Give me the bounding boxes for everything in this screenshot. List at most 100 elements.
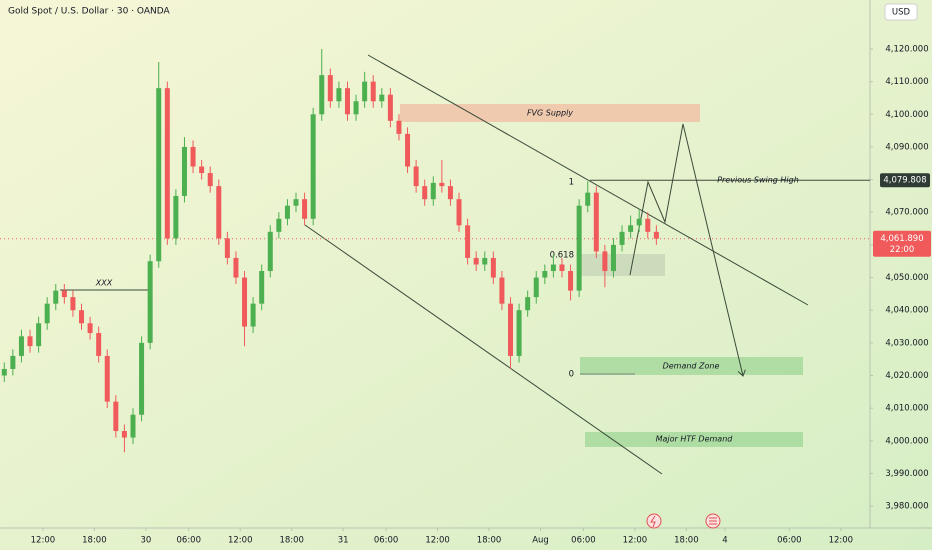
candle-body — [113, 401, 119, 432]
candle-body — [44, 303, 50, 324]
y-tick-label: 3,990.000 — [885, 469, 928, 479]
event-icon[interactable] — [646, 513, 662, 529]
candle-body — [550, 264, 556, 272]
candle-body — [310, 114, 316, 219]
currency-box[interactable] — [884, 3, 918, 21]
candle-body — [70, 297, 76, 311]
y-tick-label: 4,000.000 — [885, 436, 928, 446]
channel-lower — [304, 224, 663, 475]
x-tick-label: 12:00 — [31, 536, 56, 546]
x-tick-label: Aug — [532, 536, 549, 546]
candle-body — [147, 261, 153, 343]
x-tick-label: 31 — [338, 536, 349, 546]
candle-body — [430, 182, 436, 200]
candle-body — [53, 290, 59, 304]
y-tick-label: 4,020.000 — [885, 371, 928, 381]
candle-body — [362, 81, 368, 102]
y-tick-label: 4,120.000 — [885, 44, 928, 54]
event-icon-bolt — [650, 515, 656, 528]
candle-body — [259, 271, 265, 304]
candle-body — [456, 199, 462, 226]
x-tick-label: 18:00 — [477, 536, 502, 546]
candle-body — [250, 303, 256, 327]
candle-body — [508, 303, 514, 356]
candle-body — [628, 225, 634, 232]
candle-body — [585, 192, 591, 206]
x-tick-label: 12:00 — [228, 536, 253, 546]
candle-body — [18, 336, 24, 356]
candle-body — [27, 336, 33, 347]
candle-body — [216, 186, 222, 239]
candle-body — [568, 271, 574, 291]
candle-body — [242, 277, 248, 327]
candle-body — [542, 271, 548, 278]
candle-body — [490, 257, 496, 278]
chart-title: Gold Spot / U.S. Dollar · 30 · OANDA — [8, 7, 171, 17]
candle-body — [482, 257, 488, 265]
candle-body — [319, 75, 325, 115]
candle-body — [336, 88, 342, 102]
candle-body — [636, 218, 642, 226]
zone-label: Major HTF Demand — [656, 435, 734, 444]
candle-body — [499, 277, 505, 304]
candle-body — [619, 231, 625, 245]
plot-area: 3,980.000 3,990.000 4,000.000 4,010.000 4,02… — [0, 44, 929, 546]
candle-body — [1, 368, 7, 376]
candle-body — [533, 277, 539, 298]
swing-high-box — [880, 173, 930, 188]
candle-body — [181, 146, 187, 196]
swing-high-price: 4,079.808 — [883, 176, 926, 186]
projection-path — [629, 123, 743, 376]
zone-label: FVG Supply — [527, 109, 573, 118]
candle-body — [413, 166, 419, 187]
candle-body — [173, 195, 179, 239]
candle-body — [276, 218, 282, 232]
candle-body — [293, 199, 299, 206]
candle-body — [267, 231, 273, 272]
y-tick-label: 4,030.000 — [885, 338, 928, 348]
candle-body — [370, 81, 376, 102]
x-tick-label: 06:00 — [177, 536, 202, 546]
candle-body — [130, 414, 136, 438]
candle-body — [156, 88, 162, 262]
candle-body — [199, 166, 205, 174]
candle-body — [302, 199, 308, 219]
candle-body — [344, 88, 350, 115]
candle-body — [284, 205, 290, 219]
candle-body — [422, 186, 428, 200]
candle-body — [224, 238, 230, 258]
currency: USD — [892, 8, 911, 18]
candle-body — [207, 173, 213, 187]
candle-body — [79, 310, 85, 324]
y-tick-label: 3,980.000 — [885, 502, 928, 512]
candle-body — [473, 257, 479, 265]
candle-body — [559, 264, 565, 272]
candle-body — [387, 94, 393, 121]
x-tick-label: 06:00 — [374, 536, 399, 546]
x-tick-label: 12:00 — [623, 536, 648, 546]
countdown-label: 22:00 — [890, 245, 915, 255]
candle-body — [653, 231, 659, 239]
candle-body — [405, 133, 411, 167]
x-tick-label: 18:00 — [82, 536, 107, 546]
candle-body — [379, 94, 385, 102]
x-tick-label: 18:00 — [674, 536, 699, 546]
x-tick-label: 12:00 — [829, 536, 854, 546]
candle-body — [96, 333, 102, 356]
fib-zone — [580, 254, 665, 276]
y-tick-label: 4,010.000 — [885, 404, 928, 414]
candle-body — [87, 323, 93, 334]
candle-body — [576, 205, 582, 291]
x-tick-label: 30 — [140, 536, 151, 546]
candle-body — [645, 218, 651, 232]
candle-body — [139, 342, 145, 415]
candle-body — [233, 257, 239, 278]
x-tick-label: 12:00 — [425, 536, 450, 546]
y-tick-label: 4,100.000 — [885, 110, 928, 120]
y-tick-label: 4,110.000 — [885, 77, 928, 87]
fvg-supply-zone — [400, 104, 700, 122]
candle-body — [396, 120, 402, 134]
candle-body — [10, 355, 16, 369]
